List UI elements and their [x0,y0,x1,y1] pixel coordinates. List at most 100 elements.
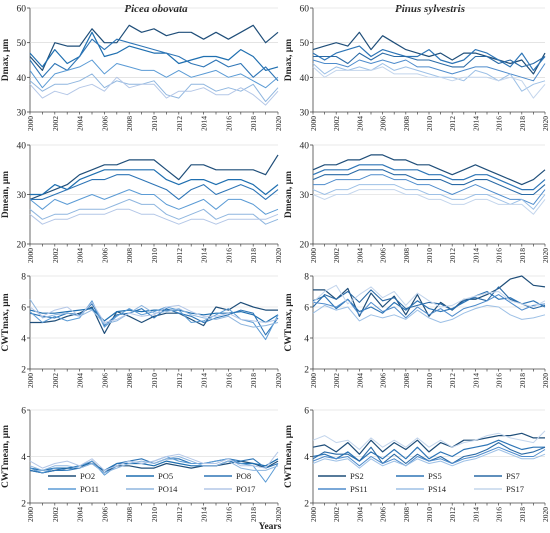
legend-right-label-ps17: PS17 [506,484,524,494]
x-tick-label: 2020 [274,373,283,388]
y-tick-label: 6 [21,304,26,314]
x-tick-label: 2004 [76,116,85,131]
x-tick-label: 2020 [274,507,283,522]
x-tick-label: 2012 [448,507,457,522]
series-line-ps2 [312,154,546,186]
y-tick-label: 50 [17,39,27,49]
x-tick-label: 2000 [309,507,318,522]
series-line-po11 [29,189,279,215]
panel-3: 20 30 40 2000 2002 2004 2006 2008 2010 2012 2014 20… [284,142,550,264]
x-tick-label: 2006 [100,373,109,388]
series-line-po2 [30,301,278,334]
x-tick-label: 2008 [125,507,134,522]
series-line-ps14 [312,304,546,323]
x-tick-label: 2018 [249,248,258,263]
panel-2: 20 30 40 2000 2002 2004 2006 2008 2010 2012 2014 20… [1,142,283,264]
series-line-ps17 [312,430,546,450]
y-tick-label: 6 [304,407,309,417]
panel-1: 30 40 50 60 2000 2002 2004 2006 2008 2010 2012 2014… [284,5,550,132]
y-tick-label: 4 [304,453,309,463]
x-tick-label: 2016 [224,248,233,263]
x-tick-label: 2014 [471,116,480,131]
series-line-po8 [30,174,279,200]
x-tick-label: 2014 [200,116,209,131]
series-line-ps7 [312,169,546,196]
series-line-po11 [29,300,279,341]
legend-left-label-po5: PO5 [158,471,173,481]
x-tick-label: 2014 [471,507,480,522]
x-tick-label: 2002 [332,116,341,131]
series-line-po2 [29,24,279,72]
legend-left: PO2 PO5 PO8 PO11 PO14 PO17 [48,471,255,494]
y-tick-label: 30 [300,109,310,119]
x-tick-label: 2008 [402,116,411,131]
x-tick-label: 2002 [332,373,341,388]
series-line-ps17 [312,284,546,308]
series-line-ps14 [312,184,546,210]
y-axis-label: Dmax, µm [1,39,11,81]
y-tick-label: 40 [300,142,310,152]
y-tick-label: 4 [21,335,26,345]
series-line-ps5 [312,164,546,191]
series-line-po14 [29,299,279,328]
y-tick-label: 8 [21,273,26,283]
legend-right: PS2 PS5 PS7 PS11 PS14 PS17 [318,471,524,494]
y-tick-label: 20 [300,241,310,251]
x-tick-label: 2002 [51,507,60,522]
series-line-ps11 [312,294,546,319]
series-line-ps5 [312,439,545,462]
x-tick-label: 2016 [495,116,504,131]
x-tick-label: 2004 [76,373,85,388]
y-tick-label: 20 [17,241,27,251]
x-tick-label: 2000 [26,373,35,388]
x-tick-label: 2006 [379,248,388,263]
x-tick-label: 2000 [309,116,318,131]
y-tick-label: 30 [17,109,27,119]
y-axis-label: CWTmean, µm [284,425,294,488]
x-tick-label: 2018 [518,248,527,263]
series-line-ps14 [312,63,546,92]
x-axis-label: Years [259,522,282,532]
series-line-ps11 [312,59,546,82]
series-line-po5 [29,458,279,471]
y-tick-label: 60 [300,5,310,15]
x-tick-label: 2012 [175,248,184,263]
y-tick-label: 2 [21,366,26,376]
legend-left-label-po14: PO14 [158,484,178,494]
series-line-ps17 [312,189,546,215]
x-tick-label: 2002 [332,248,341,263]
legend-left-label-po17: PO17 [236,484,255,494]
y-tick-label: 60 [17,5,27,15]
x-tick-label: 2000 [26,248,35,263]
x-tick-label: 2020 [274,248,283,263]
legend-left-label-po2: PO2 [80,471,95,481]
series-line-ps11 [312,446,546,467]
x-tick-label: 2008 [125,116,134,131]
y-axis-label: Dmean, µm [284,171,294,218]
x-tick-label: 2002 [332,507,341,522]
x-tick-label: 2020 [541,373,550,388]
x-tick-label: 2004 [76,248,85,263]
legend-right-label-ps14: PS14 [428,484,447,494]
x-tick-label: 2012 [175,507,184,522]
x-tick-label: 2016 [495,507,504,522]
x-tick-label: 2004 [355,373,364,388]
x-tick-label: 2012 [448,116,457,131]
series-line-ps7 [312,442,546,465]
series-line-po17 [29,301,279,323]
y-tick-label: 4 [304,335,309,345]
y-axis-label: CWTmean, µm [1,425,11,488]
legend-right-label-ps2: PS2 [350,471,364,481]
x-tick-label: 2010 [150,248,159,263]
x-tick-label: 2002 [51,373,60,388]
series-line-po5 [29,31,279,72]
y-tick-label: 40 [17,74,27,84]
x-tick-label: 2010 [150,507,159,522]
y-tick-label: 4 [21,453,26,463]
x-tick-label: 2006 [379,116,388,131]
x-tick-label: 2008 [125,373,134,388]
x-tick-label: 2016 [224,116,233,131]
y-axis-label: CWTmax, µm [284,293,294,351]
col-title-picea: Picea obovata [124,3,188,15]
x-tick-label: 2008 [402,248,411,263]
